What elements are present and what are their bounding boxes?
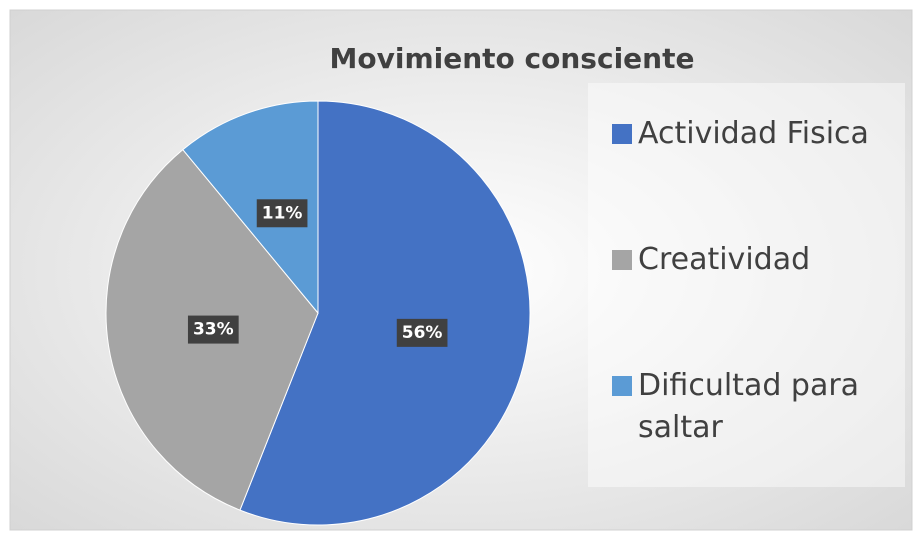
- legend-entry: Dificultad para saltar: [612, 365, 895, 449]
- legend-label: Actividad Fisica: [638, 116, 869, 151]
- data-label-box: [396, 318, 448, 347]
- legend-entry: Actividad Fisica: [612, 113, 895, 155]
- legend-label: Creatividad: [638, 242, 811, 277]
- chart-title: Movimiento consciente: [330, 42, 695, 75]
- legend: Actividad Fisica Creatividad Dificultad pa…: [588, 83, 905, 487]
- data-label-box: [187, 315, 239, 344]
- legend-swatch: [612, 376, 632, 396]
- pie-slice: [239, 100, 531, 526]
- legend-swatch: [612, 124, 632, 144]
- data-label-box: [256, 199, 308, 228]
- data-label: 56%: [402, 323, 443, 343]
- pie-slice: [182, 100, 319, 315]
- data-label: 33%: [193, 320, 234, 340]
- legend-label: Dificultad para saltar: [638, 368, 860, 445]
- pie: 56% 33% 11%: [105, 100, 531, 526]
- data-label: 11%: [262, 203, 303, 223]
- legend-entry: Creatividad: [612, 239, 895, 281]
- legend-swatch: [612, 250, 632, 270]
